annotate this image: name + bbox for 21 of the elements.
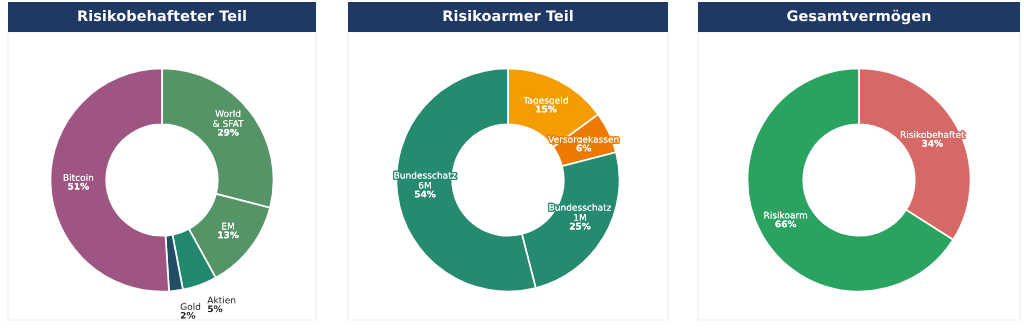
- data-label: 54%: [414, 190, 436, 198]
- chart-title: Risikoarmer Teil: [443, 9, 573, 22]
- data-label: 2%: [180, 311, 196, 319]
- slice-label: Aktien: [207, 296, 236, 304]
- data-label: 6%: [576, 144, 592, 152]
- slice-label: Bitcoin: [63, 173, 94, 181]
- slice-label: Risikoarm: [764, 211, 808, 219]
- data-label: 51%: [68, 182, 89, 190]
- data-label: 13%: [218, 231, 239, 239]
- data-label: 25%: [569, 222, 591, 230]
- data-label: 34%: [922, 139, 943, 147]
- slice-label: World & SFAT: [213, 109, 244, 127]
- data-label: 5%: [208, 305, 223, 313]
- slice-label: Gold: [180, 302, 201, 310]
- chart-title: Gesamtvermögen: [787, 9, 931, 25]
- data-label: 15%: [536, 105, 557, 113]
- slice-label: EM: [222, 222, 234, 230]
- data-label: 29%: [218, 128, 239, 136]
- slice-label: Tagesgeld: [523, 96, 568, 106]
- data-label: 66%: [775, 220, 797, 228]
- chart-title: Risikobehafteter Teil: [78, 9, 246, 22]
